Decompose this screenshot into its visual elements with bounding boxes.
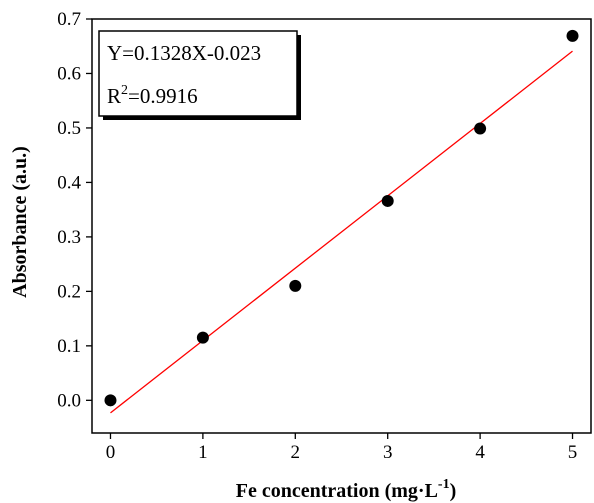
data-point-0 [104, 394, 117, 407]
fit-line [110, 50, 573, 414]
y-tick-label-6: 0.6 [57, 63, 81, 84]
x-tick-label-1: 1 [198, 442, 208, 463]
x-tick-label-3: 3 [383, 442, 393, 463]
x-tick-label-4: 4 [475, 442, 485, 463]
data-point-4 [474, 122, 487, 135]
fit-equation: Y=0.1328X-0.023 [107, 41, 261, 65]
axes-layer: 0 1 2 3 4 5 0.0 0.1 0.2 0.3 0.4 0.5 0.6 0.7 [57, 9, 592, 463]
data-point-1 [196, 331, 209, 344]
y-tick-label-3: 0.3 [57, 227, 81, 248]
y-tick-label-1: 0.1 [57, 336, 81, 357]
y-tick-label-7: 0.7 [57, 9, 81, 30]
y-tick-label-4: 0.4 [57, 172, 81, 193]
data-point-5 [566, 29, 579, 42]
y-tick-label-2: 0.2 [57, 281, 81, 302]
fit-annotation-box: Y=0.1328X-0.023 R2=0.9916 [98, 30, 301, 120]
annotation-frame [98, 30, 298, 117]
x-tick-label-2: 2 [291, 442, 301, 463]
x-tick-label-5: 5 [568, 442, 578, 463]
x-axis-title-main: Fe concentration (mg·L [236, 480, 438, 502]
data-point-3 [381, 194, 394, 207]
x-axis-title-suffix: ) [450, 480, 457, 502]
data-point-2 [289, 279, 302, 292]
r2-value: =0.9916 [128, 84, 198, 108]
y-tick-label-0: 0.0 [57, 390, 81, 411]
y-axis-title: Absorbance (a.u.) [9, 146, 31, 298]
r2-superscript: 2 [121, 83, 128, 98]
plot-frame [91, 18, 592, 434]
r-squared-label: R2=0.9916 [107, 83, 198, 108]
plot-layer [104, 29, 579, 414]
x-axis-title: Fe concentration (mg·L-1) [236, 477, 457, 502]
x-axis-title-sup: -1 [438, 477, 450, 492]
x-tick-label-0: 0 [106, 442, 116, 463]
y-tick-label-5: 0.5 [57, 118, 81, 139]
r2-prefix: R [107, 84, 121, 108]
